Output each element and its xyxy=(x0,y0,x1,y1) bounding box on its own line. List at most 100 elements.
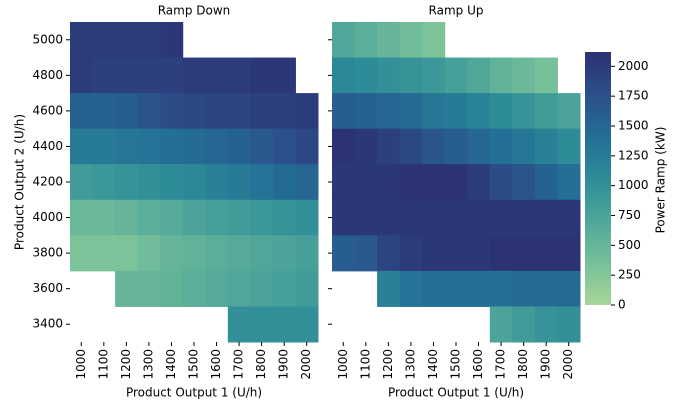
heatmap-cell xyxy=(295,199,319,236)
heatmap-cell xyxy=(557,164,581,201)
heatmap-cell xyxy=(557,93,581,130)
heatmap-cell xyxy=(422,128,446,165)
heatmap-cell xyxy=(182,164,206,201)
heatmap-cell xyxy=(512,270,536,307)
heatmap-cell xyxy=(182,199,206,236)
heatmap-cell xyxy=(115,235,139,272)
heatmap-cell xyxy=(489,199,513,236)
heatmap-cell xyxy=(250,93,274,130)
x-tick-label: 1500 xyxy=(187,349,201,380)
heatmap-cell xyxy=(70,22,94,59)
y-tick-label: 4400 xyxy=(32,139,63,153)
heatmap-cell xyxy=(512,306,536,343)
heatmap-cell xyxy=(160,128,184,165)
x-tick-label: 1500 xyxy=(449,349,463,380)
heatmap-cell xyxy=(377,93,401,130)
heatmap-cell xyxy=(137,270,161,307)
heatmap-cell xyxy=(534,93,558,130)
heatmap-cell xyxy=(272,270,296,307)
heatmap-cell xyxy=(377,164,401,201)
heatmap-cell xyxy=(160,57,184,94)
heatmap-cell xyxy=(182,57,206,94)
heatmap-cell xyxy=(115,199,139,236)
heatmap-cell xyxy=(137,164,161,201)
heatmap-cell xyxy=(467,128,491,165)
y-tick-label: 4800 xyxy=(32,68,63,82)
heatmap-cell xyxy=(272,128,296,165)
y-tick-label: 4600 xyxy=(32,103,63,117)
heatmap-cell xyxy=(534,235,558,272)
heatmap-cell xyxy=(377,57,401,94)
panel-title: Ramp Up xyxy=(429,4,484,18)
heatmap-cell xyxy=(115,128,139,165)
heatmap-cell xyxy=(332,235,356,272)
heatmap-cell xyxy=(137,235,161,272)
heatmap-cell xyxy=(422,57,446,94)
heatmap-cell xyxy=(377,235,401,272)
heatmap-cell xyxy=(534,57,558,94)
heatmap-cell xyxy=(70,93,94,130)
heatmap-cell xyxy=(444,235,468,272)
heatmap-cell xyxy=(422,235,446,272)
heatmap-cell xyxy=(205,199,229,236)
heatmap-cell xyxy=(295,306,319,343)
heatmap-cell xyxy=(489,57,513,94)
x-tick-label: 1700 xyxy=(494,349,508,380)
heatmap-cell xyxy=(399,270,423,307)
x-tick-label: 1700 xyxy=(232,349,246,380)
heatmap-cell xyxy=(227,57,251,94)
x-tick-label: 1900 xyxy=(277,349,291,380)
heatmap-cell xyxy=(422,93,446,130)
heatmap-cell xyxy=(115,93,139,130)
heatmap-cell xyxy=(377,22,401,59)
heatmap-cell xyxy=(92,93,116,130)
colorbar-tick-label: 1750 xyxy=(618,89,649,103)
heatmap-cell xyxy=(377,199,401,236)
heatmap-cell xyxy=(534,128,558,165)
heatmap-cell xyxy=(489,270,513,307)
heatmap-cell xyxy=(250,164,274,201)
heatmap-cell xyxy=(70,199,94,236)
colorbar-tick-label: 250 xyxy=(618,268,641,282)
colorbar-label: Power Ramp (kW) xyxy=(654,127,668,234)
x-tick-label: 1100 xyxy=(96,349,110,380)
heatmap-cell xyxy=(227,306,251,343)
heatmap-cell xyxy=(467,235,491,272)
heatmap-cell xyxy=(467,199,491,236)
heatmap-cell xyxy=(92,57,116,94)
heatmap-cell xyxy=(182,270,206,307)
heatmap-cell xyxy=(137,199,161,236)
heatmap-cell xyxy=(557,306,581,343)
heatmap-cell xyxy=(115,164,139,201)
heatmap-cell xyxy=(160,235,184,272)
x-tick-label: 1300 xyxy=(403,349,417,380)
heatmap-cell xyxy=(227,128,251,165)
heatmap-cell xyxy=(205,235,229,272)
heatmap-cell xyxy=(557,199,581,236)
heatmap-cell xyxy=(272,306,296,343)
heatmap-cell xyxy=(250,306,274,343)
heatmap-cell xyxy=(137,22,161,59)
x-tick-label: 1600 xyxy=(209,349,223,380)
x-tick-label: 1800 xyxy=(516,349,530,380)
heatmap-cell xyxy=(182,93,206,130)
heatmap-cell xyxy=(272,199,296,236)
x-tick-label: 2000 xyxy=(561,349,575,380)
heatmap-cell xyxy=(250,128,274,165)
heatmap-cell xyxy=(227,93,251,130)
x-tick-label: 1000 xyxy=(336,349,350,380)
heatmap-cell xyxy=(295,270,319,307)
heatmap-cell xyxy=(444,199,468,236)
heatmap-cell xyxy=(422,199,446,236)
heatmap-cell xyxy=(489,235,513,272)
heatmap-cell xyxy=(227,164,251,201)
x-axis-label: Product Output 1 (U/h) xyxy=(388,386,524,400)
heatmap-cell xyxy=(354,57,378,94)
heatmap-cell xyxy=(250,57,274,94)
heatmap-cell xyxy=(354,164,378,201)
colorbar xyxy=(585,52,611,305)
x-tick-label: 1200 xyxy=(381,349,395,380)
colorbar-tick-label: 1250 xyxy=(618,148,649,162)
heatmap-cell xyxy=(489,164,513,201)
heatmap-cell xyxy=(227,199,251,236)
